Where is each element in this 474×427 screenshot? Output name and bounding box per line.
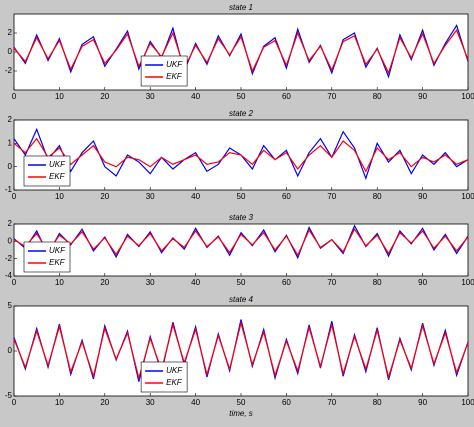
x-tick-label: 70 <box>327 398 336 407</box>
y-tick-label: 0 <box>8 47 13 56</box>
legend-box <box>140 55 188 87</box>
x-tick-label: 70 <box>327 278 336 287</box>
panel-title: state 4 <box>229 295 254 304</box>
legend-label: UKF <box>49 160 66 169</box>
panel-title: state 1 <box>229 3 253 12</box>
x-tick-label: 90 <box>418 92 427 101</box>
series-line <box>13 137 469 173</box>
x-tick-label: 30 <box>146 192 155 201</box>
x-tick-label: 0 <box>12 192 17 201</box>
legend-label: EKF <box>166 72 183 81</box>
legend-label: UKF <box>166 366 183 375</box>
y-tick-label: 2 <box>8 28 13 37</box>
panel-title: state 2 <box>229 109 254 118</box>
x-tick-label: 20 <box>100 92 109 101</box>
y-tick-label: 0 <box>8 162 13 171</box>
y-tick-label: 0 <box>8 236 13 245</box>
y-tick-label: 5 <box>8 301 13 310</box>
x-tick-label: 30 <box>146 278 155 287</box>
legend-label: EKF <box>49 172 66 181</box>
x-tick-label: 80 <box>373 192 382 201</box>
x-tick-label: 40 <box>191 398 200 407</box>
x-tick-label: 10 <box>55 398 64 407</box>
x-tick-label: 0 <box>12 92 17 101</box>
y-tick-label: 2 <box>8 219 13 228</box>
legend-label: EKF <box>49 258 66 267</box>
series-line <box>13 28 469 75</box>
x-tick-label: 20 <box>100 278 109 287</box>
panel-title: state 3 <box>229 213 254 222</box>
y-tick-label: -2 <box>5 254 13 263</box>
x-tick-label: 50 <box>237 398 246 407</box>
x-tick-label: 100 <box>461 278 474 287</box>
x-tick-label: 70 <box>327 92 336 101</box>
legend-box <box>140 361 188 393</box>
x-tick-label: 10 <box>55 278 64 287</box>
x-tick-label: 60 <box>282 192 291 201</box>
y-tick-label: -2 <box>5 66 13 75</box>
x-tick-label: 30 <box>146 92 155 101</box>
legend-box <box>23 241 71 273</box>
y-tick-label: -1 <box>5 185 13 194</box>
x-tick-label: 60 <box>282 92 291 101</box>
x-tick-label: 60 <box>282 398 291 407</box>
y-tick-label: 2 <box>8 115 13 124</box>
x-tick-label: 90 <box>418 398 427 407</box>
x-tick-label: 10 <box>55 92 64 101</box>
x-tick-label: 0 <box>12 278 17 287</box>
x-tick-label: 40 <box>191 192 200 201</box>
x-tick-label: 100 <box>461 192 474 201</box>
x-tick-label: 100 <box>461 398 474 407</box>
x-tick-label: 0 <box>12 398 17 407</box>
x-tick-label: 90 <box>418 192 427 201</box>
x-tick-label: 90 <box>418 278 427 287</box>
x-tick-label: 40 <box>191 92 200 101</box>
series-line <box>13 320 469 381</box>
x-tick-label: 50 <box>237 92 246 101</box>
x-tick-label: 50 <box>237 192 246 201</box>
legend-label: UKF <box>166 60 183 69</box>
x-tick-label: 80 <box>373 92 382 101</box>
plot-area <box>13 13 469 91</box>
x-tick-label: 50 <box>237 278 246 287</box>
x-tick-label: 60 <box>282 278 291 287</box>
legend-label: UKF <box>49 246 66 255</box>
x-tick-label: 20 <box>100 398 109 407</box>
x-tick-label: 40 <box>191 278 200 287</box>
y-tick-label: 0 <box>8 346 13 355</box>
series-line <box>13 228 469 257</box>
x-tick-label: 70 <box>327 192 336 201</box>
y-tick-label: -4 <box>5 271 13 280</box>
y-tick-label: 1 <box>8 138 13 147</box>
legend-box <box>23 155 71 187</box>
x-tick-label: 10 <box>55 192 64 201</box>
x-tick-label: 80 <box>373 278 382 287</box>
y-tick-label: -5 <box>5 391 13 400</box>
x-tick-label: 100 <box>461 92 474 101</box>
x-tick-label: 30 <box>146 398 155 407</box>
x-tick-label: 20 <box>100 192 109 201</box>
x-axis-label: time, s <box>229 409 253 418</box>
legend-label: EKF <box>166 378 183 387</box>
x-tick-label: 80 <box>373 398 382 407</box>
